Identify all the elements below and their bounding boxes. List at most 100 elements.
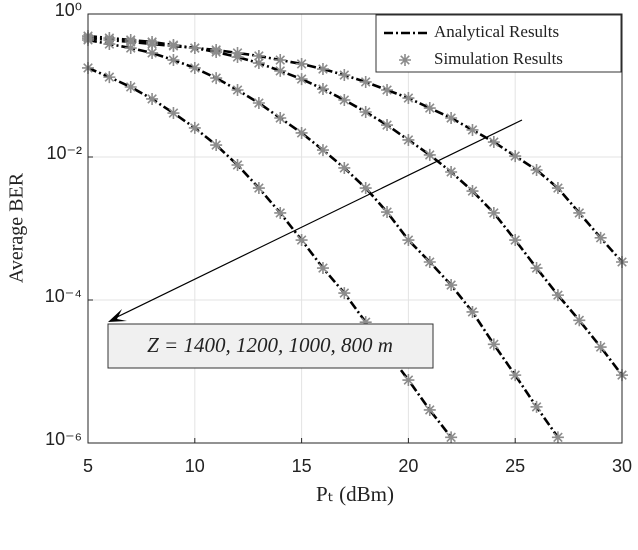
- sim-point: [252, 97, 265, 110]
- sim-point: [124, 35, 137, 48]
- sim-point: [167, 39, 180, 52]
- sim-point: [423, 148, 436, 161]
- legend-label: Simulation Results: [434, 49, 563, 68]
- sim-point: [252, 182, 265, 195]
- arrow: [114, 119, 523, 319]
- sim-point: [381, 84, 394, 97]
- sim-point: [402, 92, 415, 105]
- sim-point: [231, 158, 244, 171]
- sim-point: [338, 69, 351, 82]
- sim-point: [316, 63, 329, 76]
- sim-point: [338, 93, 351, 106]
- sim-point: [423, 403, 436, 416]
- sim-point: [530, 163, 543, 176]
- sim-point: [509, 234, 522, 247]
- sim-point: [316, 262, 329, 275]
- plot-area: [88, 14, 622, 443]
- x-tick-label: 25: [505, 456, 525, 476]
- sim-point: [445, 279, 458, 292]
- sim-point: [359, 105, 372, 118]
- sim-point: [381, 206, 394, 219]
- y-tick-label: 10⁻²: [46, 143, 82, 163]
- sim-point: [274, 64, 287, 77]
- sim-point: [381, 119, 394, 132]
- x-tick-label: 5: [83, 456, 93, 476]
- x-tick-label: 20: [398, 456, 418, 476]
- x-tick-label: 30: [612, 456, 632, 476]
- sim-point: [210, 139, 223, 152]
- sim-point: [509, 150, 522, 163]
- arrow-head: [108, 309, 127, 322]
- sim-point: [295, 73, 308, 86]
- y-tick-label: 10⁰: [55, 0, 82, 20]
- sim-point: [188, 121, 201, 134]
- sim-point: [103, 33, 116, 46]
- sim-point: [445, 112, 458, 125]
- sim-point: [252, 57, 265, 70]
- annotation: Z = 1400, 1200, 1000, 800 m: [147, 333, 393, 357]
- sim-point: [402, 133, 415, 146]
- sim-point: [487, 136, 500, 149]
- y-axis-label: Average BER: [6, 172, 28, 283]
- sim-point: [573, 206, 586, 219]
- sim-point: [210, 43, 223, 56]
- plot-frame: [87, 13, 623, 444]
- sim-point: [188, 42, 201, 55]
- x-axis-label: Pₜ (dBm): [316, 482, 394, 506]
- sim-point: [146, 46, 159, 59]
- sim-point: [530, 262, 543, 275]
- sim-point: [487, 338, 500, 351]
- sim-point: [338, 161, 351, 174]
- sim-point: [188, 61, 201, 74]
- sim-point: [295, 234, 308, 247]
- sim-point: [445, 431, 458, 444]
- sim-point: [423, 255, 436, 268]
- marks: [82, 30, 628, 444]
- sim-point: [295, 126, 308, 139]
- analytical-line: [87, 66, 453, 439]
- sim-point: [274, 112, 287, 125]
- legend-marker: [399, 54, 411, 66]
- sim-point: [338, 287, 351, 300]
- sim-point: [466, 305, 479, 318]
- sim-point: [231, 84, 244, 97]
- sim-point: [423, 102, 436, 115]
- sim-point: [316, 83, 329, 96]
- legend-label: Analytical Results: [434, 22, 559, 41]
- sim-point: [466, 123, 479, 136]
- sim-point: [210, 72, 223, 85]
- sim-point: [252, 49, 265, 62]
- sim-point: [487, 206, 500, 219]
- sim-point: [231, 46, 244, 59]
- y-tick-label: 10⁻⁶: [45, 429, 82, 449]
- sim-point: [295, 57, 308, 70]
- y-tick-label: 10⁻⁴: [45, 286, 82, 306]
- sim-point: [402, 234, 415, 247]
- sim-point: [274, 54, 287, 67]
- legend-box: [375, 14, 622, 73]
- sim-point: [402, 374, 415, 387]
- sim-point: [573, 314, 586, 327]
- sim-point: [146, 92, 159, 105]
- x-tick-label: 15: [292, 456, 312, 476]
- sim-point: [146, 38, 159, 51]
- sim-point: [509, 369, 522, 382]
- sim-point: [445, 165, 458, 178]
- sim-point: [359, 316, 372, 329]
- sim-point: [124, 80, 137, 93]
- sim-point: [124, 42, 137, 55]
- sim-point: [530, 400, 543, 413]
- sim-point: [274, 206, 287, 219]
- sim-point: [167, 54, 180, 67]
- sim-point: [551, 182, 564, 195]
- sim-point: [594, 341, 607, 354]
- sim-point: [551, 289, 564, 302]
- sim-point: [167, 107, 180, 120]
- sim-point: [466, 185, 479, 198]
- sim-point: [359, 182, 372, 195]
- x-tick-label: 10: [185, 456, 205, 476]
- annotation-box: [107, 323, 434, 369]
- sim-point: [359, 75, 372, 88]
